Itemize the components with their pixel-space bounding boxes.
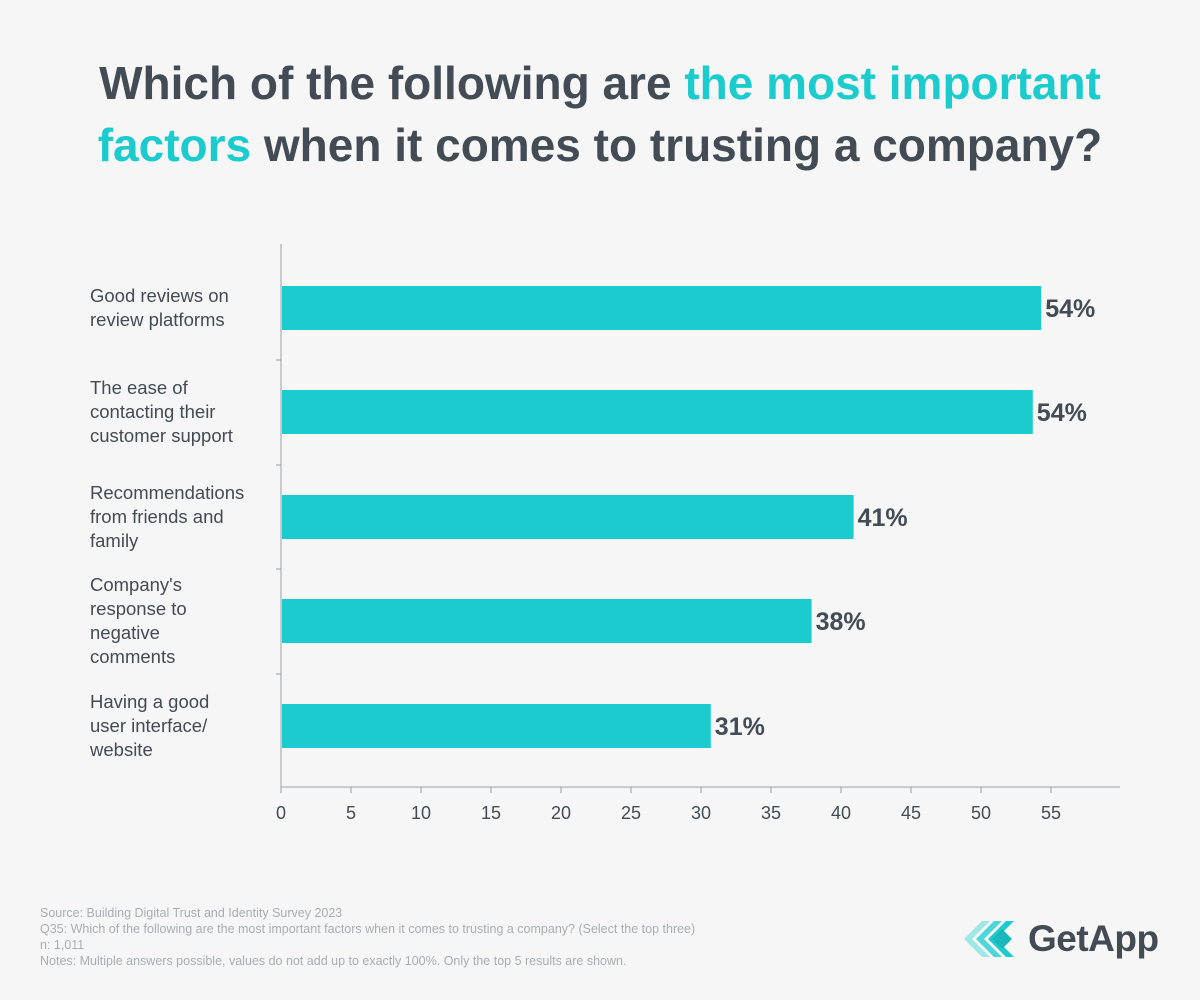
title-part1: Which of the following are bbox=[99, 57, 685, 109]
title-part2: when it comes to trusting a company? bbox=[251, 119, 1103, 171]
category-label-line: negative bbox=[90, 622, 160, 643]
title-highlight2: factors bbox=[97, 119, 252, 171]
bar-value-label: 54% bbox=[1037, 399, 1087, 427]
x-tick-label: 45 bbox=[901, 803, 921, 823]
bar-value-label: 54% bbox=[1045, 295, 1095, 323]
x-tick-label: 25 bbox=[621, 803, 641, 823]
bar bbox=[282, 390, 1033, 434]
x-tick-label: 15 bbox=[481, 803, 501, 823]
footer-source: Source: Building Digital Trust and Ident… bbox=[40, 906, 343, 920]
chart-title: Which of the following are the most impo… bbox=[0, 52, 1200, 176]
bar bbox=[282, 495, 854, 539]
bar-value-label: 31% bbox=[715, 713, 765, 741]
category-label-line: customer support bbox=[90, 425, 233, 446]
category-label-line: contacting their bbox=[90, 401, 215, 422]
footer-n: n: 1,011 bbox=[40, 938, 85, 952]
bar bbox=[282, 599, 812, 643]
category-label-line: review platforms bbox=[90, 309, 225, 330]
getapp-logo: GetApp bbox=[962, 918, 1159, 960]
x-tick-label: 50 bbox=[971, 803, 991, 823]
category-label-line: website bbox=[89, 739, 153, 760]
category-label: Having a good user interface/website bbox=[89, 691, 209, 760]
title-highlight1: the most important bbox=[684, 57, 1101, 109]
getapp-chevrons-icon bbox=[964, 921, 1014, 957]
category-label: Good reviews on review platforms bbox=[90, 285, 229, 330]
x-tick-label: 30 bbox=[691, 803, 711, 823]
bar-value-label: 41% bbox=[858, 504, 908, 532]
category-label-line: from friends and bbox=[90, 506, 224, 527]
category-label: Recommendations from friends and family bbox=[90, 482, 244, 551]
category-label-line: response to bbox=[90, 598, 187, 619]
category-label-line: Recommendations bbox=[90, 482, 244, 503]
category-label-line: Having a good bbox=[90, 691, 209, 712]
x-tick-label: 10 bbox=[411, 803, 431, 823]
x-tick-label: 35 bbox=[761, 803, 781, 823]
category-label-line: The ease of bbox=[90, 377, 189, 398]
category-label-line: Good reviews on bbox=[90, 285, 229, 306]
category-label-line: Company's bbox=[90, 574, 182, 595]
bar bbox=[282, 704, 711, 748]
category-label: The ease of contacting their customer supp… bbox=[90, 377, 233, 446]
category-label-line: comments bbox=[90, 646, 175, 667]
getapp-brand-text: GetApp bbox=[1028, 918, 1159, 959]
category-label: Company's response to negative comments bbox=[90, 574, 187, 667]
x-tick-label: 40 bbox=[831, 803, 851, 823]
footer-notes-text: Notes: Multiple answers possible, values… bbox=[40, 954, 627, 968]
bar bbox=[282, 286, 1042, 330]
footer-question: Q35: Which of the following are the most… bbox=[40, 922, 696, 936]
bar-value-label: 38% bbox=[816, 608, 866, 636]
bar-chart: 0 5 10 15 20 25 30 35 40 45 50 55 54% Good reviews on… bbox=[89, 244, 1120, 823]
category-label-line: user interface/ bbox=[90, 715, 208, 736]
x-tick-label: 0 bbox=[276, 803, 286, 823]
footer-notes: Source: Building Digital Trust and Ident… bbox=[40, 905, 695, 969]
x-tick-label: 55 bbox=[1041, 803, 1061, 823]
x-tick-label: 5 bbox=[346, 803, 356, 823]
x-tick-label: 20 bbox=[551, 803, 571, 823]
category-label-line: family bbox=[90, 530, 139, 551]
